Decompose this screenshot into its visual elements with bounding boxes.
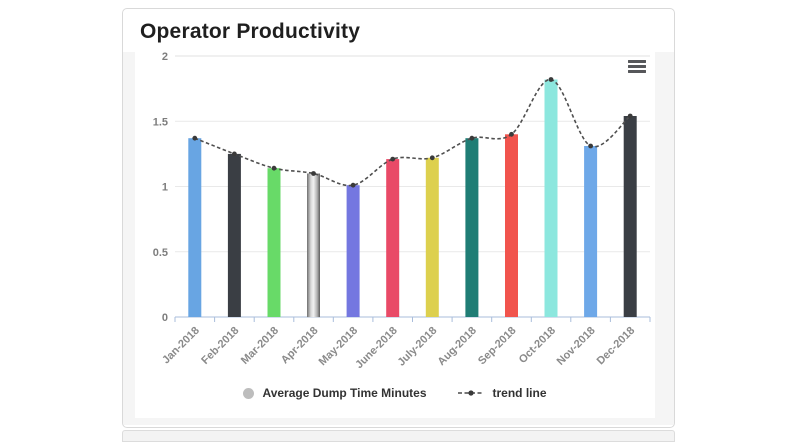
trend-point-july-2018[interactable]: [429, 155, 435, 161]
legend-item-average-dump-time[interactable]: Average Dump Time Minutes: [243, 386, 427, 400]
legend-label-average-dump-time: Average Dump Time Minutes: [262, 386, 427, 400]
circle-marker-icon: [243, 387, 255, 399]
trend-point-apr-2018[interactable]: [311, 171, 316, 176]
page-title: Operator Productivity: [140, 20, 361, 43]
operator-productivity-chart: 0 0.5 1 1.5 2 Jan-2018Feb-2018Mar-2018Apr-201…: [153, 52, 651, 372]
x-label-feb-2018: Feb-2018: [199, 325, 241, 367]
x-label-sep-2018: Sep-2018: [476, 325, 519, 368]
bar-may-2018[interactable]: [346, 185, 360, 317]
hamburger-icon: [628, 60, 646, 73]
bar-june-2018[interactable]: [386, 159, 400, 317]
chart-canvas: 0 0.5 1 1.5 2 Jan-2018 Feb-2018 Mar-2018 Apr-201…: [135, 52, 655, 418]
chart-legend: Average Dump Time Minutes trend line: [135, 382, 655, 404]
x-label-july-2018: July-2018: [395, 325, 439, 369]
trend-point-feb-2018[interactable]: [232, 151, 237, 157]
chart-menu-button[interactable]: [627, 57, 647, 76]
x-label-apr-2018: Apr-2018: [279, 325, 321, 367]
x-label-dec-2018: Dec-2018: [595, 325, 638, 368]
trend-point-may-2018[interactable]: [350, 182, 356, 188]
x-label-mar-2018: Mar-2018: [239, 325, 281, 367]
bar-nov-2018[interactable]: [584, 146, 598, 317]
trend-point-oct-2018[interactable]: [548, 77, 554, 82]
bar-oct-2018[interactable]: [544, 79, 558, 318]
chart-section: 0 0.5 1 1.5 2 Jan-2018 Feb-2018 Mar-2018 Apr-201…: [123, 52, 674, 425]
trend-point-mar-2018[interactable]: [271, 165, 277, 171]
trend-line-path: [194, 78, 631, 187]
trend-point-jan-2018[interactable]: [192, 135, 198, 141]
bar-dec-2018[interactable]: [623, 116, 637, 317]
dash-dot-marker-icon: [457, 390, 484, 396]
bar-sep-2018[interactable]: [505, 134, 518, 317]
x-label-oct-2018: Oct-2018: [517, 325, 558, 366]
legend-label-trend-line: trend line: [492, 386, 547, 400]
productivity-card: Operator Productivity 0 0.5 1 1.5 2 Jan-2018 F…: [122, 8, 675, 428]
bar-jan-2018[interactable]: [188, 138, 202, 317]
y-tick-label-0: 0: [162, 312, 168, 324]
bar-aug-2018[interactable]: [465, 138, 479, 317]
trend-point-nov-2018[interactable]: [588, 143, 593, 149]
y-tick-label-1.5: 1.5: [153, 116, 168, 128]
next-panel-top-edge: [122, 430, 675, 442]
bar-mar-2018[interactable]: [267, 168, 281, 317]
y-tick-label-2: 2: [162, 52, 168, 63]
x-label-aug-2018: Aug-2018: [436, 325, 480, 369]
bar-apr-2018[interactable]: [307, 173, 320, 318]
x-label-jan-2018: Jan-2018: [160, 325, 202, 367]
x-label-nov-2018: Nov-2018: [555, 325, 598, 368]
trend-point-june-2018[interactable]: [390, 156, 396, 162]
x-label-june-2018: June-2018: [353, 325, 400, 372]
trend-point-dec-2018[interactable]: [627, 113, 633, 119]
trend-point-sep-2018[interactable]: [509, 131, 514, 137]
bar-feb-2018[interactable]: [227, 153, 241, 317]
legend-item-trend-line[interactable]: trend line: [457, 386, 547, 400]
y-tick-label-1: 1: [162, 182, 168, 194]
trend-point-aug-2018[interactable]: [469, 135, 475, 141]
bar-july-2018[interactable]: [425, 157, 439, 317]
y-tick-label-0.5: 0.5: [153, 247, 168, 259]
